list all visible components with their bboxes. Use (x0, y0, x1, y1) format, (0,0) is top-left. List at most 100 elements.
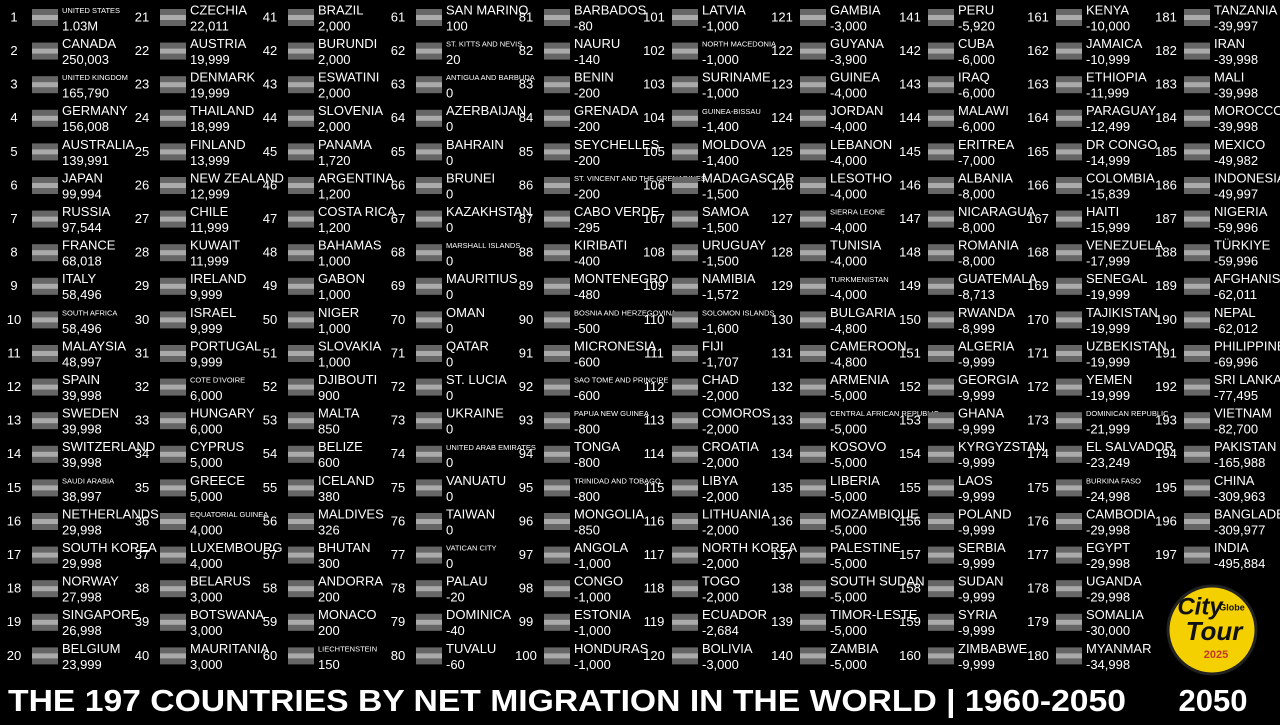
net-migration: -82,700 (1214, 422, 1258, 437)
country-name: ANGOLA (574, 540, 629, 555)
rank: 44 (263, 110, 277, 125)
country-name: JAPAN (62, 170, 103, 185)
flag-stripe (928, 48, 954, 54)
net-migration: -2,000 (702, 522, 739, 537)
rank: 175 (1027, 480, 1049, 495)
net-migration: -5,920 (958, 18, 995, 33)
rank: 96 (519, 513, 533, 528)
country-name: SOUTH AFRICA (62, 308, 117, 317)
flag-stripe (1056, 183, 1082, 188)
net-migration: 1,000 (318, 321, 351, 336)
rank: 157 (899, 547, 921, 562)
flag-stripe (1056, 384, 1082, 390)
country-name: ISRAEL (190, 305, 236, 320)
flag-stripe (1056, 15, 1082, 20)
country-name: TUNISIA (830, 238, 882, 253)
flag-stripe (416, 149, 442, 155)
country-name: CZECHIA (190, 2, 247, 17)
country-name: MALTA (318, 406, 360, 421)
country-name: MEXICO (1214, 137, 1265, 152)
net-migration: 4,000 (190, 522, 223, 537)
rank: 162 (1027, 43, 1049, 58)
flag-stripe (800, 351, 826, 356)
flag-stripe (32, 451, 58, 457)
flag-stripe (672, 451, 698, 457)
rank: 53 (263, 413, 277, 428)
flag-stripe (288, 115, 314, 121)
net-migration: 26,998 (62, 623, 102, 638)
flag-stripe (928, 485, 954, 491)
rank: 134 (771, 446, 793, 461)
rank: 181 (1155, 9, 1177, 24)
flag-stripe (544, 351, 570, 356)
country-name: PANAMA (318, 137, 372, 152)
flag-stripe (928, 283, 954, 289)
rank: 184 (1155, 110, 1177, 125)
rank: 80 (391, 648, 405, 663)
country-name: CABO VERDE (574, 204, 660, 219)
flag-stripe (288, 619, 314, 625)
rank: 41 (263, 9, 277, 24)
rank: 92 (519, 379, 533, 394)
rank: 95 (519, 480, 533, 495)
net-migration: -80 (574, 18, 593, 33)
country-name: DJIBOUTI (318, 372, 377, 387)
flag-stripe (160, 115, 186, 121)
country-name: UZBEKISTAN (1086, 338, 1167, 353)
net-migration: 1,000 (318, 254, 351, 269)
net-migration: 139,991 (62, 153, 109, 168)
country-name: AUSTRIA (190, 36, 247, 51)
country-name: GUYANA (830, 36, 884, 51)
net-migration: -1,000 (702, 52, 739, 67)
flag-stripe (800, 519, 826, 524)
flag-stripe (288, 216, 314, 222)
net-migration: -23,249 (1086, 455, 1130, 470)
net-migration: -19,999 (1086, 388, 1130, 403)
rank: 102 (643, 43, 665, 58)
rank: 126 (771, 177, 793, 192)
flag-stripe (416, 519, 442, 524)
rank: 19 (7, 614, 21, 629)
net-migration: -500 (574, 321, 600, 336)
net-migration: 300 (318, 556, 340, 571)
country-name: KOSOVO (830, 439, 886, 454)
net-migration: -2,000 (702, 556, 739, 571)
rank: 113 (644, 413, 665, 428)
rank: 3 (10, 77, 17, 92)
net-migration: 165,790 (62, 86, 109, 101)
country-name: SUDAN (958, 574, 1004, 589)
flag-stripe (800, 317, 826, 323)
flag-stripe (1056, 283, 1082, 289)
flag-stripe (1056, 351, 1082, 356)
flag-stripe (1056, 485, 1082, 491)
flag-stripe (160, 586, 186, 592)
flag-stripe (672, 82, 698, 88)
country-name: IRAN (1214, 36, 1245, 51)
net-migration: -5,000 (830, 590, 867, 605)
rank: 78 (391, 581, 405, 596)
country-name: ROMANIA (958, 238, 1019, 253)
country-name: JORDAN (830, 103, 883, 118)
country-name: RUSSIA (62, 204, 111, 219)
country-name: SENEGAL (1086, 271, 1147, 286)
country-name: SEYCHELLES (574, 137, 660, 152)
country-name: TOGO (702, 574, 740, 589)
net-migration: -9,999 (958, 556, 995, 571)
flag-stripe (288, 149, 314, 155)
flag-stripe (160, 82, 186, 88)
logo-text: Globe (1219, 602, 1245, 612)
country-name: AZERBAIJAN (446, 103, 526, 118)
country-name: ARGENTINA (318, 170, 394, 185)
rank: 100 (515, 648, 537, 663)
flag-stripe (32, 149, 58, 155)
flag-stripe (672, 283, 698, 289)
net-migration: -19,999 (1086, 321, 1130, 336)
flag-stripe (1184, 115, 1210, 121)
net-migration: -9,999 (958, 388, 995, 403)
net-migration: -9,999 (958, 590, 995, 605)
rank: 42 (263, 43, 277, 58)
country-name: SWEDEN (62, 406, 119, 421)
flag-stripe (160, 48, 186, 54)
country-name: LIBERIA (830, 473, 880, 488)
